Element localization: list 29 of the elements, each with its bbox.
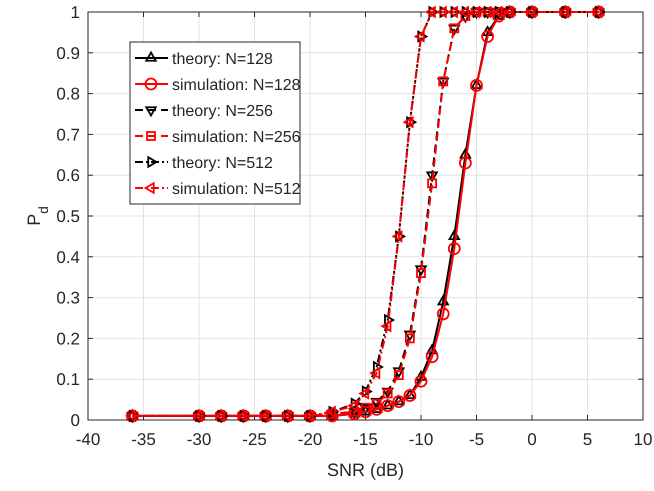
legend-label: theory: N=512 — [172, 155, 274, 172]
legend-label: simulation: N=256 — [172, 129, 301, 146]
legend-label: theory: N=256 — [172, 103, 274, 120]
y-tick-label: 0.6 — [56, 166, 80, 186]
legend-label: theory: N=128 — [172, 51, 274, 68]
x-tick-label: -20 — [298, 430, 322, 449]
x-axis-title: SNR (dB) — [326, 460, 404, 480]
x-tick-label: -30 — [186, 430, 212, 449]
legend-label: simulation: N=512 — [172, 181, 301, 198]
x-tick-label: -10 — [408, 430, 434, 449]
x-tick-label: 0 — [527, 430, 537, 449]
y-tick-label: 0.1 — [56, 370, 80, 390]
x-tick-label: -25 — [242, 430, 267, 449]
x-tick-label: 5 — [582, 430, 592, 449]
y-tick-label: 0.3 — [56, 288, 80, 308]
y-tick-label: 0.4 — [56, 248, 80, 267]
y-tick-label: 1 — [70, 3, 80, 22]
x-tick-label: 10 — [634, 430, 652, 449]
x-tick-label: -35 — [131, 430, 156, 449]
y-tick-label: 0.9 — [56, 44, 80, 63]
y-tick-label: 0.2 — [56, 329, 80, 348]
y-tick-label: 0 — [70, 411, 80, 430]
x-tick-label: -15 — [353, 430, 378, 449]
y-tick-label: 0.7 — [56, 125, 80, 144]
legend-label: simulation: N=128 — [172, 77, 301, 94]
x-tick-label: -5 — [468, 430, 484, 449]
y-tick-label: 0.8 — [56, 84, 80, 104]
y-tick-label: 0.5 — [56, 207, 80, 226]
x-tick-label: -40 — [76, 430, 100, 449]
